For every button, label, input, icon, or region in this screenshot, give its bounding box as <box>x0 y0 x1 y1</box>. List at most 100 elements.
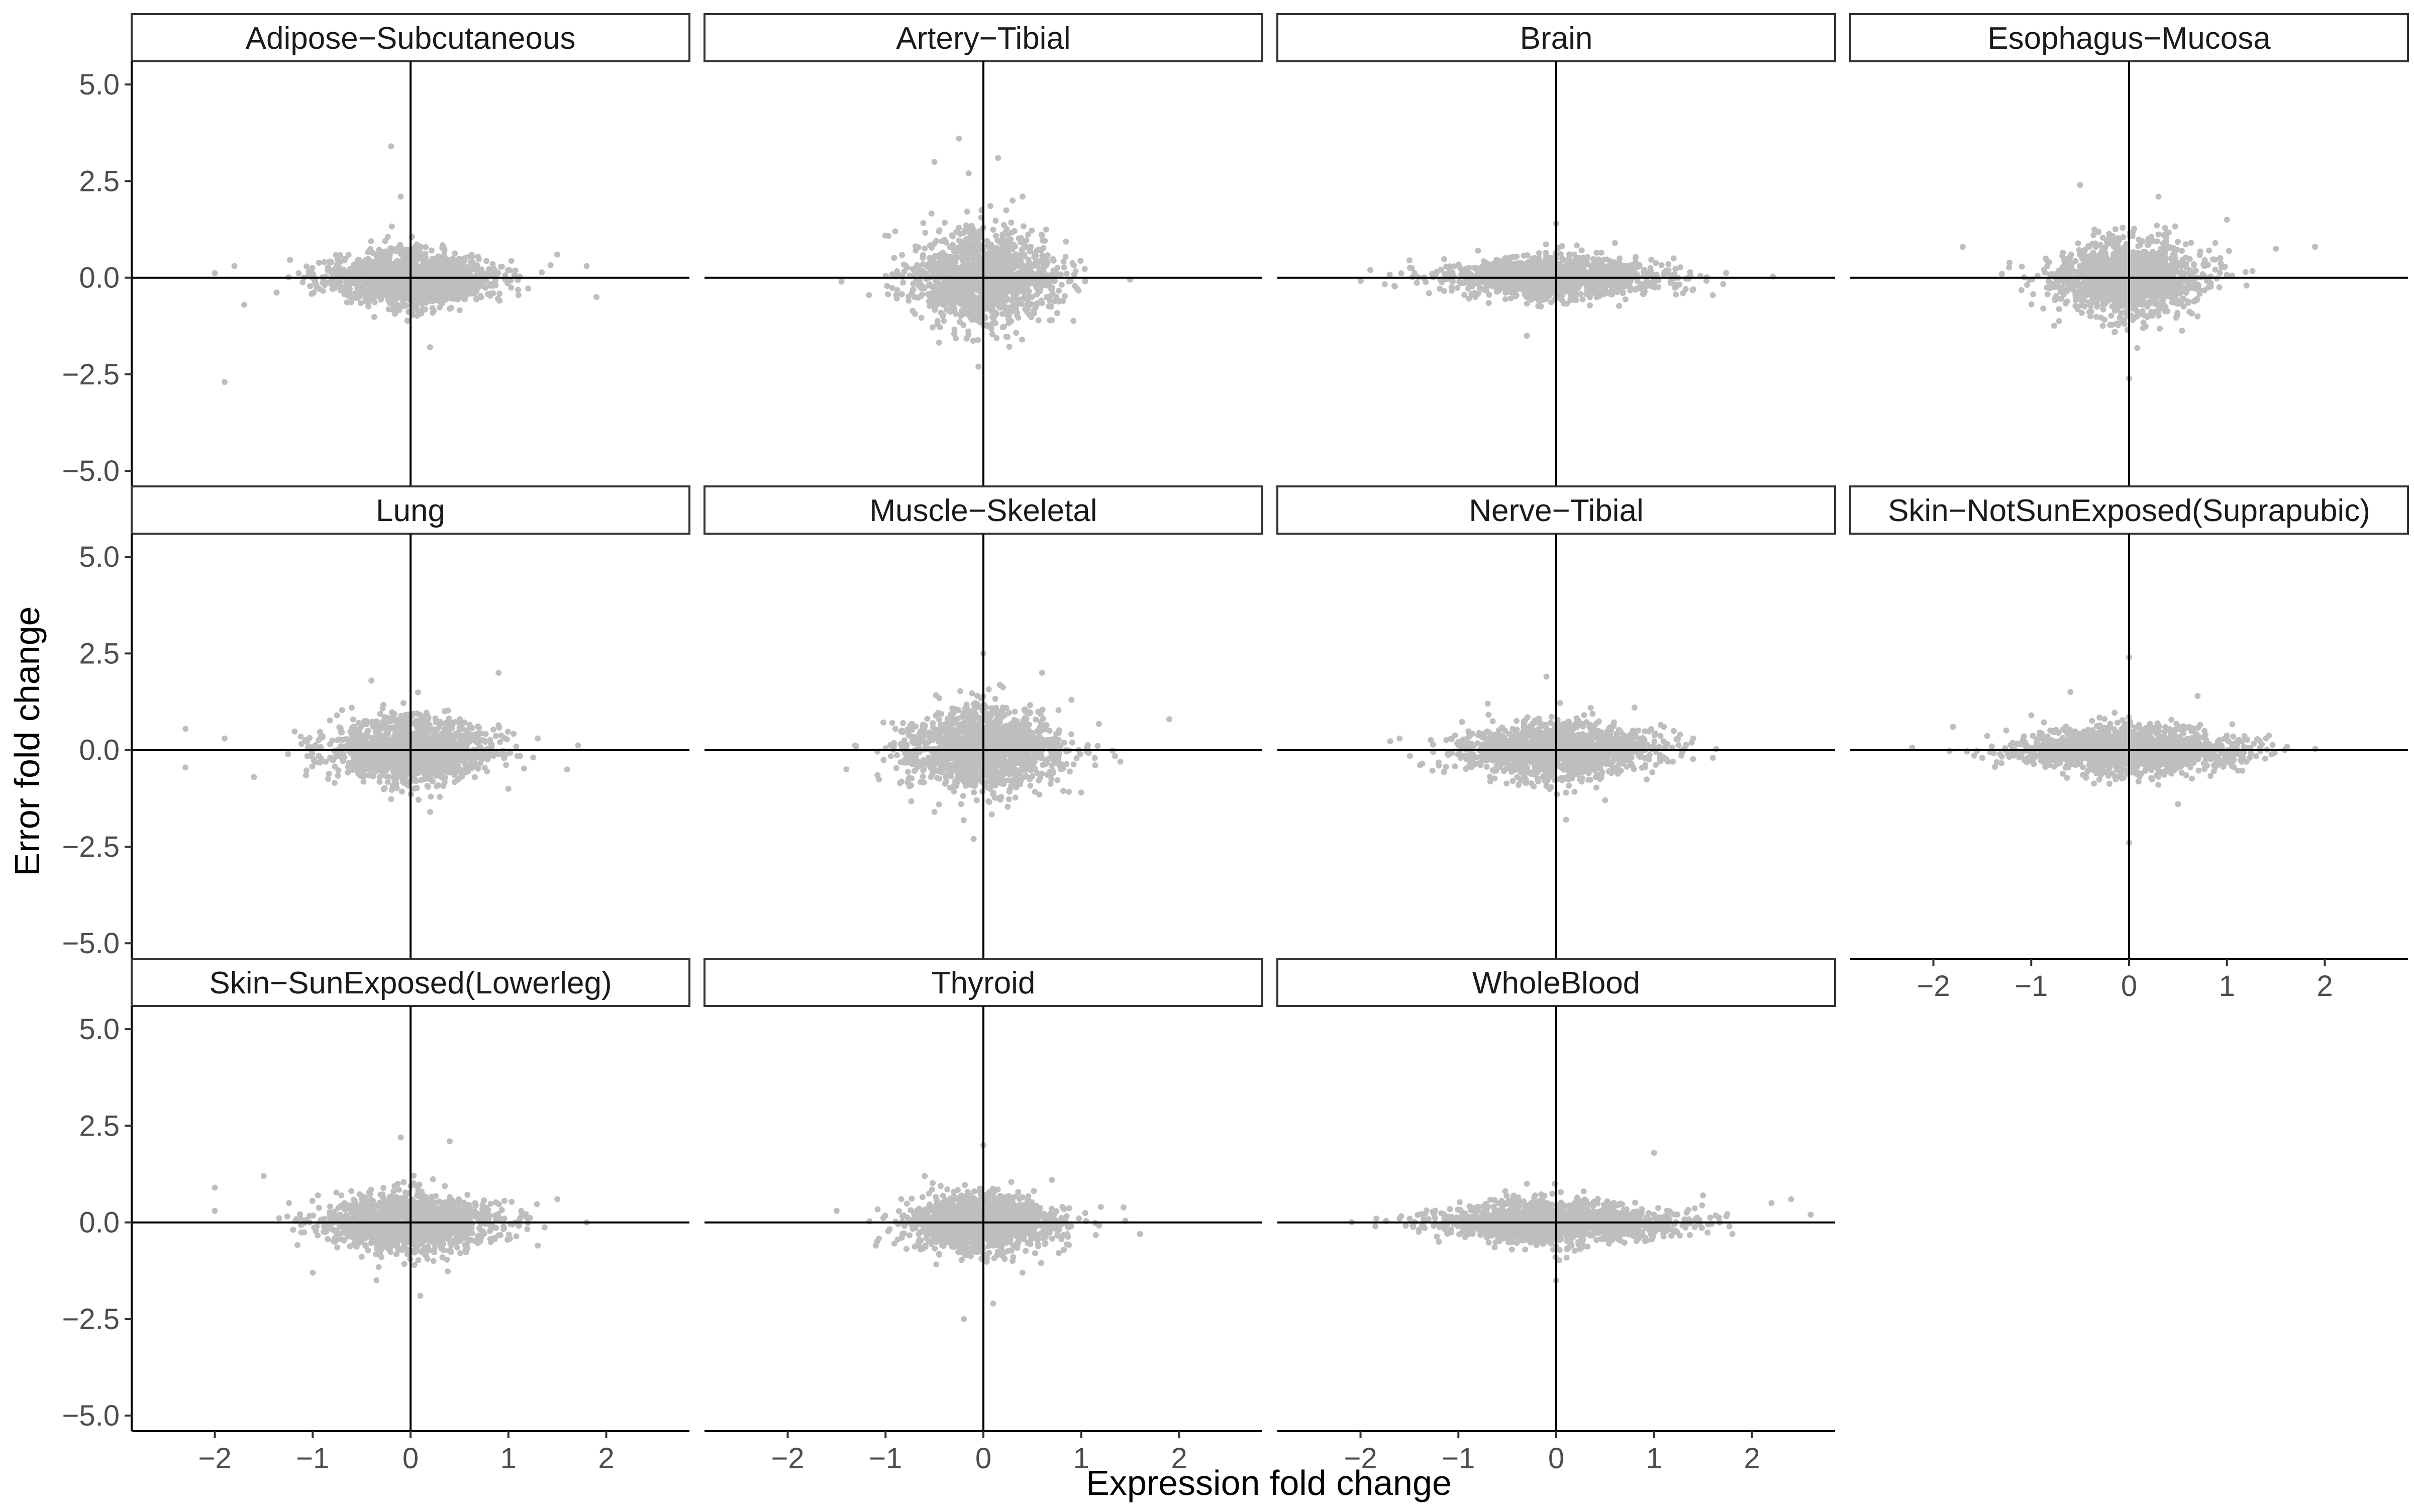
data-point <box>986 283 992 289</box>
data-point <box>1003 334 1010 340</box>
data-point <box>1007 344 1013 350</box>
data-point <box>1509 254 1515 260</box>
data-point <box>1624 270 1630 276</box>
data-point <box>934 284 940 290</box>
data-point <box>360 267 366 273</box>
data-point <box>440 242 446 248</box>
data-point <box>368 238 374 244</box>
data-point <box>1580 296 1586 303</box>
data-point <box>1003 208 1010 214</box>
data-point <box>509 258 515 264</box>
data-point <box>325 280 331 286</box>
data-point <box>376 267 382 273</box>
data-point <box>1050 256 1056 262</box>
data-point <box>392 263 398 269</box>
data-point <box>1579 247 1585 253</box>
data-point <box>314 283 320 289</box>
data-point <box>1642 288 1648 294</box>
data-point <box>1620 263 1626 269</box>
data-point <box>970 284 976 290</box>
data-point <box>1461 280 1467 286</box>
data-point <box>1002 263 1009 269</box>
data-point <box>971 269 977 275</box>
facet-strip-label: Artery−Tibial <box>896 21 1070 56</box>
data-point <box>477 293 483 299</box>
data-point <box>911 281 917 287</box>
data-point <box>973 233 979 239</box>
data-point <box>1492 268 1498 274</box>
data-point <box>492 281 498 287</box>
data-point <box>962 308 968 314</box>
data-point <box>939 262 945 268</box>
data-point <box>1567 280 1573 286</box>
data-point <box>378 293 384 299</box>
data-point <box>1033 253 1039 259</box>
data-point <box>1011 243 1017 249</box>
data-point <box>973 317 979 323</box>
data-point <box>900 279 906 285</box>
data-point <box>1677 264 1683 270</box>
data-point <box>369 295 375 301</box>
data-point-outlier <box>932 159 938 165</box>
data-point <box>961 302 967 308</box>
facet-strip-label: Adipose−Subcutaneous <box>246 21 576 56</box>
data-point <box>1454 285 1460 291</box>
data-point-outlier <box>995 155 1001 161</box>
panels-layer: Adipose−Subcutaneous−5.0−2.50.02.55.0Art… <box>62 14 2408 1475</box>
data-point <box>477 268 483 274</box>
data-point-outlier <box>1049 317 1055 323</box>
point-cloud <box>212 143 600 385</box>
data-point <box>2029 301 2035 308</box>
data-point <box>287 257 293 263</box>
data-point <box>438 266 444 272</box>
data-point <box>1523 293 1529 299</box>
data-point <box>1039 253 1045 259</box>
data-point <box>464 281 470 287</box>
data-point <box>1562 263 1568 269</box>
data-point <box>1433 271 1439 277</box>
data-point <box>1054 271 1060 277</box>
data-point <box>437 305 443 311</box>
data-point <box>1461 292 1467 298</box>
data-point <box>311 290 317 296</box>
data-point <box>920 261 926 267</box>
data-point <box>1001 251 1008 257</box>
data-point <box>920 220 926 226</box>
data-point <box>325 267 331 273</box>
data-point <box>1604 256 1610 262</box>
data-point <box>1070 318 1076 324</box>
data-point <box>2019 287 2025 293</box>
data-point <box>929 211 935 217</box>
data-point <box>957 282 963 288</box>
data-point <box>1536 250 1542 256</box>
data-point <box>2175 239 2181 245</box>
data-point <box>1510 261 1516 267</box>
data-point <box>1572 257 1578 263</box>
data-point <box>932 253 938 259</box>
data-point <box>1549 278 1555 284</box>
data-point <box>1502 283 1508 289</box>
data-point-outlier <box>241 302 247 308</box>
data-point <box>525 285 531 291</box>
data-point <box>1630 268 1636 274</box>
data-point <box>1566 251 1572 257</box>
data-point <box>1572 287 1578 293</box>
data-point <box>964 209 970 215</box>
data-point <box>414 313 420 319</box>
data-point <box>482 278 488 284</box>
data-point <box>348 299 354 305</box>
data-point <box>1382 281 1388 287</box>
data-point <box>1620 290 1626 296</box>
data-point <box>1558 294 1564 300</box>
data-point <box>1013 303 1019 309</box>
data-point <box>1014 261 1020 267</box>
data-point <box>1525 264 1531 270</box>
data-point <box>1557 284 1563 290</box>
data-point <box>964 336 970 342</box>
data-point <box>489 271 495 277</box>
data-point <box>295 270 301 276</box>
data-point <box>396 307 403 313</box>
facet-panel: Esophagus−Mucosa <box>1850 14 2408 486</box>
data-point <box>507 267 513 273</box>
data-point <box>446 295 452 301</box>
